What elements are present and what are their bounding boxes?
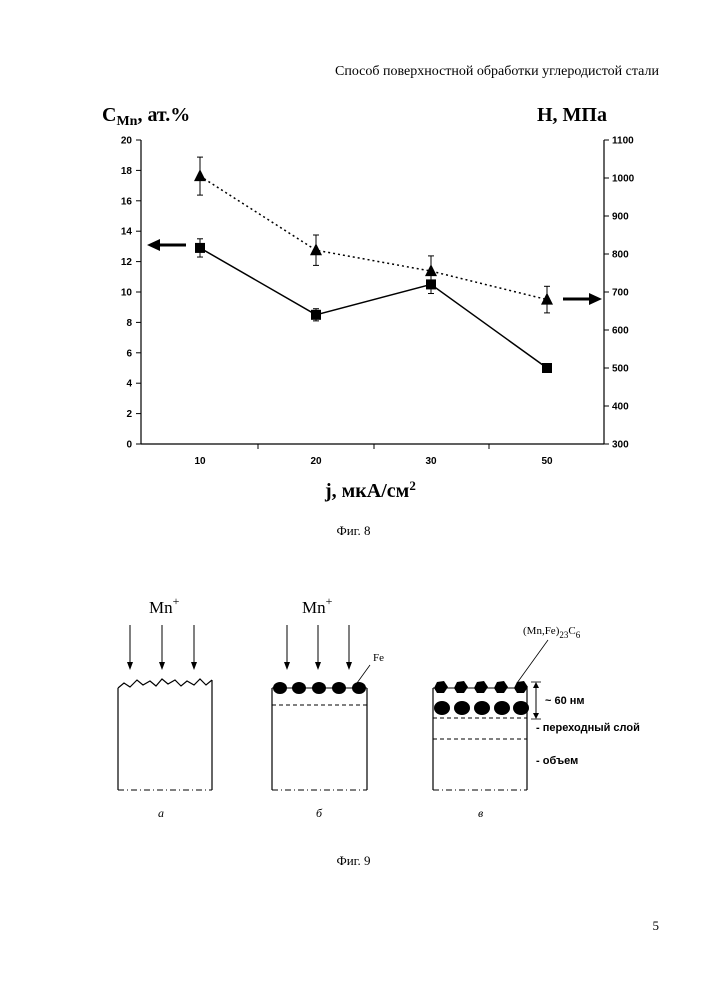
right-tick-label: 700 [612,288,629,299]
left-tick-label: 12 [121,257,133,268]
left-tick-label: 18 [121,166,133,177]
right-tick-label: 800 [612,250,629,261]
series-line-2 [199,175,548,301]
left-tick-label: 20 [121,136,133,147]
right-tick-label: 300 [612,440,629,451]
data-point-triangle [541,292,553,305]
x-tick-label: 30 [425,456,437,467]
left-tick-label: 16 [121,196,133,207]
right-ticks: 300 400 500 600 700 800 900 1000 1100 [604,136,635,451]
left-tick-label: 14 [121,227,133,238]
right-tick-label: 1100 [612,136,634,147]
left-tick-label: 10 [121,288,133,299]
ion-label-b: Mn+ [302,594,333,617]
data-point-square [195,242,205,253]
series-line-1 [199,247,548,369]
right-tick-label: 500 [612,364,629,375]
fe-atoms [273,682,366,694]
fig9-panel-b: Mn+ Fe б [271,594,384,820]
page-header: Способ поверхностной обработки углеродис… [335,64,659,79]
fig8-caption: Фиг. 8 [336,523,371,538]
left-tick-label: 8 [126,318,132,329]
left-tick-label: 6 [126,348,132,359]
fe-label: Fe [373,652,384,664]
right-tick-label: 600 [612,326,629,337]
right-tick-label: 900 [612,212,629,223]
left-arrow [147,239,186,251]
right-tick-label: 400 [612,402,629,413]
fig9-caption: Фиг. 9 [336,853,371,868]
panel-label-c: в [478,806,483,820]
right-arrow [563,293,602,305]
x-tick-label: 50 [541,456,553,467]
series-layer [194,156,553,373]
left-axis-label: CMn, ат.% [102,104,190,129]
ion-label-a: Mn+ [149,594,180,617]
data-point-square [542,363,552,373]
x-tick-label: 20 [310,456,322,467]
fig9-panel-a: Mn+ а [117,594,213,820]
data-point-triangle [425,264,437,277]
left-tick-label: 4 [126,379,132,390]
data-point-square [311,309,321,320]
fig8-chart: CMn, ат.% H, МПа 0 2 4 6 8 10 12 14 16 18 20 300 40… [102,104,635,502]
panel-label-a: а [158,806,164,820]
data-point-triangle [194,169,206,182]
carbide-particles [434,681,529,715]
carbide-label: (Mn,Fe)23C6 [523,625,581,640]
right-axis-label: H, МПа [537,104,607,126]
x-ticks: 10 20 30 50 [194,444,553,467]
thickness-label: ~ 60 нм [545,695,585,707]
page-number: 5 [652,918,660,933]
x-axis-label: j, мкА/см2 [324,478,416,502]
transition-layer-label: - переходный слой [536,722,640,734]
x-tick-label: 10 [194,456,206,467]
left-ticks: 0 2 4 6 8 10 12 14 16 18 20 [121,136,141,451]
fig9-panel-c: (Mn,Fe)23C6 ~ 60 нм - переходный слой [432,625,640,820]
bulk-label: - объем [536,755,578,767]
left-tick-label: 0 [126,440,132,451]
left-tick-label: 2 [126,409,132,420]
right-tick-label: 1000 [612,174,635,185]
panel-label-b: б [316,806,323,820]
data-point-triangle [310,243,322,256]
